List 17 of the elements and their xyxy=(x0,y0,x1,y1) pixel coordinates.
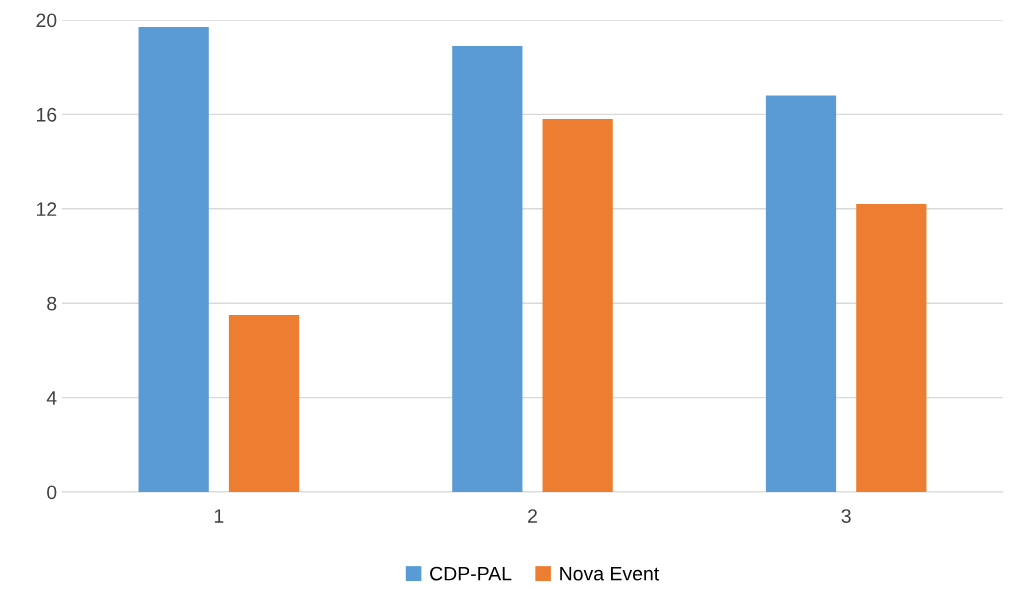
y-tick-label: 12 xyxy=(37,202,57,216)
y-tick-label: 8 xyxy=(47,296,57,311)
y-tick-label: 20 xyxy=(36,13,57,28)
legend-label: CDP-PAL xyxy=(430,566,512,581)
legend-label: Nova Event xyxy=(560,566,660,581)
bar xyxy=(856,204,927,492)
bar xyxy=(138,27,209,492)
bar xyxy=(228,315,300,492)
y-tick-label: 4 xyxy=(46,391,57,405)
x-tick-label: 1 xyxy=(214,509,224,523)
x-tick-label: 2 xyxy=(528,509,537,523)
bar xyxy=(542,119,613,492)
y-tick-label: 16 xyxy=(37,107,57,122)
bar xyxy=(765,95,837,492)
bar xyxy=(452,45,523,492)
y-tick-label: 0 xyxy=(47,485,57,500)
x-tick-label: 3 xyxy=(841,509,851,523)
